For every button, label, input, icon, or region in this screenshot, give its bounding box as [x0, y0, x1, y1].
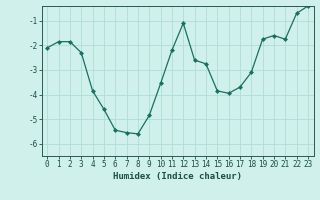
X-axis label: Humidex (Indice chaleur): Humidex (Indice chaleur) [113, 172, 242, 181]
